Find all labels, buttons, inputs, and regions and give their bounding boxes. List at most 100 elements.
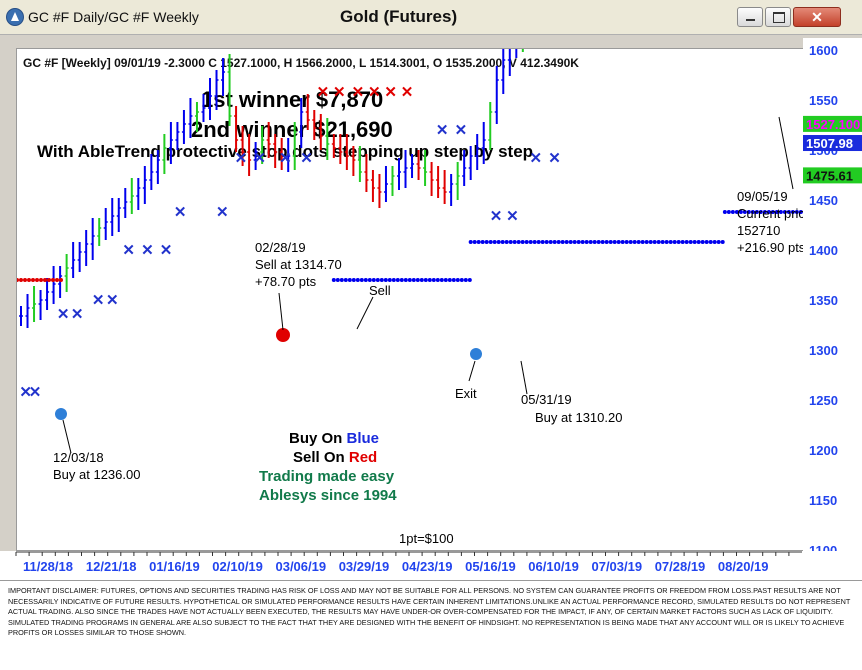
stop-dot <box>624 240 629 244</box>
stop-dot <box>447 278 452 282</box>
annotation-current-pts: +216.90 pts <box>737 240 803 255</box>
x-tick-label: 01/16/19 <box>149 559 200 574</box>
stop-dot <box>435 278 440 282</box>
disclaimer-text: IMPORTANT DISCLAIMER: FUTURES, OPTIONS A… <box>8 586 851 638</box>
stop-dot <box>742 210 747 214</box>
stop-dot <box>592 240 597 244</box>
stop-dot <box>59 278 63 282</box>
x-marker: ✕ <box>92 292 105 309</box>
legend-box: Buy On Blue Sell On Red Trading made eas… <box>259 430 397 504</box>
close-button[interactable]: ✕ <box>793 7 841 27</box>
stop-dot <box>35 278 39 282</box>
y-tick-label: 1550 <box>809 93 838 108</box>
stop-dot <box>339 278 344 282</box>
x-tick-label: 02/10/19 <box>212 559 263 574</box>
stop-dot <box>431 278 436 282</box>
annotation-buy-2: 05/31/19 Buy at 1310.20 <box>520 360 622 425</box>
x-tick-label: 08/20/19 <box>718 559 769 574</box>
x-tick-label: 03/29/19 <box>339 559 390 574</box>
stop-dot <box>656 240 661 244</box>
window-title: GC #F Daily/GC #F Weekly <box>28 9 199 25</box>
headline-1: 1st winner $7,870 <box>201 87 383 112</box>
stop-dot <box>15 278 19 282</box>
price-bars <box>19 0 537 328</box>
stop-dot <box>55 278 59 282</box>
stop-dot <box>500 240 505 244</box>
stop-dot <box>636 240 641 244</box>
price-label: 1475.61 <box>806 168 853 183</box>
stop-dot <box>480 240 485 244</box>
x-marker: ✕ <box>279 150 292 167</box>
stop-dot <box>664 240 669 244</box>
stop-dot <box>794 210 799 214</box>
stop-dot <box>419 278 424 282</box>
annotation-sell-1-price: Sell at 1314.70 <box>255 257 342 272</box>
stop-dot <box>459 278 464 282</box>
sell-signal-dot <box>276 328 290 342</box>
stop-dot <box>23 278 27 282</box>
x-tick-label: 06/10/19 <box>528 559 579 574</box>
y-tick-label: 1450 <box>809 193 838 208</box>
stop-dot <box>640 240 645 244</box>
info-line: GC #F [Weekly] 09/01/19 -2.3000 C 1527.1… <box>23 56 579 70</box>
stop-dot <box>347 278 352 282</box>
stop-dot <box>379 278 384 282</box>
stop-dot <box>754 210 759 214</box>
sell-on-legend: Sell On Red <box>293 449 377 466</box>
stop-dot <box>496 240 501 244</box>
annotation-buy-1-price: Buy at 1236.00 <box>53 467 140 482</box>
x-marker: ✕ <box>548 150 561 167</box>
annotation-exit-label: Exit <box>455 386 477 401</box>
maximize-button[interactable] <box>765 7 791 27</box>
buy-on-legend: Buy On Blue <box>289 430 379 447</box>
stop-dot <box>596 240 601 244</box>
buy-signal-dot <box>55 408 67 420</box>
stop-dot <box>692 240 697 244</box>
stop-dot <box>700 240 705 244</box>
stop-dot <box>712 240 717 244</box>
x-marker: ✕ <box>384 84 397 101</box>
stop-dot <box>778 210 783 214</box>
price-label: 1527.100 <box>806 117 860 132</box>
x-marker: ✕ <box>106 292 119 309</box>
annotation-current: 09/05/19 Current price 152710 +216.90 pt… <box>737 116 812 255</box>
stop-dot <box>43 278 47 282</box>
x-marker: ✕ <box>160 242 173 259</box>
stop-dot <box>568 240 573 244</box>
annotation-sell-2: Sell <box>356 283 391 330</box>
stop-dot <box>564 240 569 244</box>
annotation-sell-2-label: Sell <box>369 283 391 298</box>
x-marker: ✕ <box>300 150 313 167</box>
x-axis-svg: 11/28/18 12/21/18 01/16/19 02/10/19 03/06/19… <box>15 551 802 574</box>
annotation-buy-1: 12/03/18 Buy at 1236.00 <box>53 419 140 482</box>
stop-dot <box>648 240 653 244</box>
stop-dot <box>726 210 731 214</box>
minimize-button[interactable] <box>737 7 763 27</box>
stop-dot <box>375 278 380 282</box>
stop-dot <box>411 278 416 282</box>
x-marker: ✕ <box>122 242 135 259</box>
x-marker: ✕ <box>368 84 381 101</box>
stop-dot <box>660 240 665 244</box>
stop-dot <box>528 240 533 244</box>
annotation-buy-2-price: Buy at 1310.20 <box>535 410 622 425</box>
stop-dot <box>672 240 677 244</box>
stop-dot <box>540 240 545 244</box>
price-chart: GC #F [Weekly] 09/01/19 -2.3000 C 1527.1… <box>15 0 862 546</box>
x-tick-label: 12/21/18 <box>86 559 137 574</box>
x-marker: ✕ <box>490 208 503 225</box>
stop-dot <box>504 240 509 244</box>
y-tick-label: 1400 <box>809 243 838 258</box>
stop-dot <box>463 278 468 282</box>
annotation-sell-1-pts: +78.70 pts <box>255 274 317 289</box>
stop-dot <box>351 278 356 282</box>
divider <box>0 580 862 581</box>
stop-dot <box>668 240 673 244</box>
stop-dot <box>508 240 513 244</box>
x-tick-label: 07/03/19 <box>591 559 642 574</box>
stop-dot <box>407 278 412 282</box>
stop-dot <box>766 210 771 214</box>
stop-dot <box>716 240 721 244</box>
stop-dot <box>367 278 372 282</box>
stop-dot <box>331 278 336 282</box>
